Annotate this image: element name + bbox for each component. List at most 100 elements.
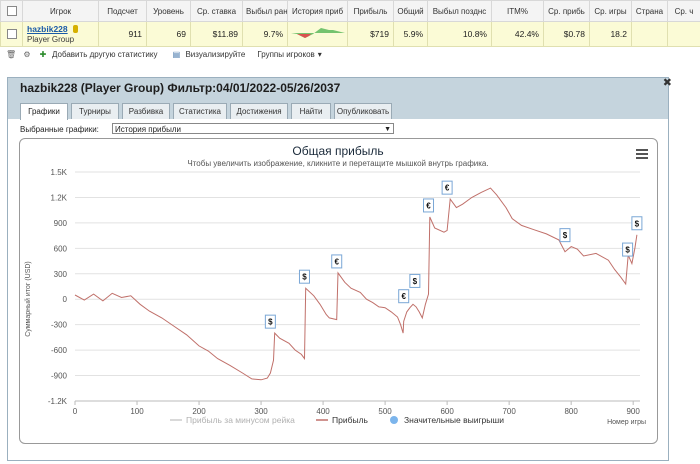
legend-item[interactable]: Прибыль за минусом рейка	[170, 415, 295, 425]
profit-chart-container[interactable]: Общая прибыль Чтобы увеличить изображени…	[19, 138, 658, 444]
y-tick-label: -1.2K	[48, 397, 68, 406]
y-tick-label: 300	[54, 270, 68, 279]
chart-gridlines	[75, 171, 640, 402]
marker-box	[622, 242, 634, 257]
chart-legend: Прибыль за минусом рейка Прибыль Значитель…	[170, 415, 504, 425]
col-header-count[interactable]: Подсчет	[98, 0, 147, 22]
chart-select-label: Выбранные графики:	[20, 125, 99, 134]
big-win-marker[interactable]: $	[298, 269, 310, 284]
chevron-down-icon[interactable]: ▾	[317, 49, 322, 59]
tab-graphs[interactable]: Графики	[20, 103, 68, 120]
x-tick-label: 0	[73, 407, 78, 416]
player-groups-dropdown[interactable]: Группы игроков	[257, 49, 315, 59]
x-tick-label: 700	[502, 407, 516, 416]
select-all-column[interactable]	[0, 0, 23, 22]
legend-item[interactable]: Значительные выигрыши	[390, 415, 504, 425]
table-toolbar: 🗑 ⚙ ✚ Добавить другую статистику ▤ Визуа…	[0, 46, 700, 62]
col-header-avg-stake[interactable]: Ср. ставка	[190, 0, 243, 22]
col-header-profit[interactable]: Прибыль	[347, 0, 394, 22]
player-cell[interactable]: hazbik228 Player Group	[22, 21, 99, 47]
cell-late-out: 10.8%	[427, 21, 492, 47]
x-axis-ticks: 0 100 200 300 400 500 600 700 800 900	[73, 401, 640, 416]
y-tick-label: 600	[54, 244, 68, 253]
chart-select-row: Выбранные графики: История прибыли ▼	[20, 123, 394, 134]
marker-symbol: $	[302, 273, 307, 282]
col-header-avg-time[interactable]: Ср. ч	[667, 0, 700, 22]
row-select-cell[interactable]	[0, 21, 23, 47]
big-win-marker[interactable]: €	[331, 254, 343, 269]
marker-box	[298, 269, 310, 284]
panel-title: hazbik228 (Player Group) Фильтр:04/01/20…	[20, 81, 341, 95]
chart-select-dropdown[interactable]: История прибыли ▼	[112, 123, 394, 134]
panel-header: hazbik228 (Player Group) Фильтр:04/01/20…	[8, 77, 672, 101]
chart-title: Общая прибыль	[292, 144, 383, 158]
marker-box	[559, 228, 571, 243]
chart-menu-icon[interactable]	[636, 149, 648, 159]
chart-markers: $ $ € € $ € € $ $ $	[264, 180, 643, 329]
big-win-marker[interactable]: $	[264, 314, 276, 329]
tab-achievements[interactable]: Достижения	[230, 103, 288, 119]
x-tick-label: 400	[316, 407, 330, 416]
chart-subtitle: Чтобы увеличить изображение, кликните и …	[187, 159, 488, 168]
sparkline-chart	[290, 28, 345, 38]
cell-level: 69	[146, 21, 191, 47]
tab-find[interactable]: Найти	[291, 103, 331, 119]
tab-tournaments[interactable]: Турниры	[71, 103, 119, 119]
big-win-marker[interactable]: €	[398, 289, 410, 304]
marker-box	[631, 216, 643, 231]
legend-swatch	[390, 416, 398, 424]
chart-select-value: История прибыли	[115, 125, 181, 134]
chart-icon[interactable]: ▤	[172, 49, 181, 59]
profit-chart[interactable]: Общая прибыль Чтобы увеличить изображени…	[20, 139, 657, 443]
col-header-early-out[interactable]: Выбыл ран	[242, 0, 288, 22]
trash-icon[interactable]: 🗑	[6, 49, 17, 59]
y-tick-label: 0	[63, 295, 68, 304]
close-icon[interactable]: ✖	[662, 77, 672, 89]
cell-avg-games: 18.2	[589, 21, 632, 47]
big-win-marker[interactable]: $	[622, 242, 634, 257]
legend-item[interactable]: Прибыль	[316, 415, 369, 425]
col-header-avg-games[interactable]: Ср. игры	[589, 0, 632, 22]
col-header-late-out[interactable]: Выбыл позднс	[427, 0, 492, 22]
col-header-level[interactable]: Уровень	[146, 0, 191, 22]
col-header-player[interactable]: Игрок	[22, 0, 99, 22]
col-header-profit-history[interactable]: История приб	[287, 0, 348, 22]
x-tick-label: 600	[440, 407, 454, 416]
col-header-avg-profit[interactable]: Ср. прибь	[543, 0, 590, 22]
col-header-country[interactable]: Страна	[631, 0, 668, 22]
legend-label: Значительные выигрыши	[404, 415, 504, 425]
marker-symbol: €	[401, 292, 406, 301]
big-win-marker[interactable]: €	[423, 198, 435, 213]
add-stats-icon[interactable]: ✚	[39, 49, 47, 59]
x-tick-label: 100	[130, 407, 144, 416]
cell-avg-stake: $11.89	[190, 21, 243, 47]
x-axis-label: Номер игры	[607, 419, 646, 426]
tab-publish[interactable]: Опубликовать	[334, 103, 392, 119]
cell-profit-history-sparkline	[287, 21, 348, 47]
cell-count: 911	[98, 21, 147, 47]
player-name-link[interactable]: hazbik228	[27, 23, 68, 34]
select-all-checkbox[interactable]	[6, 6, 17, 16]
settings-icon[interactable]: ⚙	[23, 49, 31, 59]
marker-symbol: $	[635, 219, 640, 228]
cell-total: 5.9%	[393, 21, 428, 47]
marker-box	[398, 289, 410, 304]
big-win-marker[interactable]: $	[559, 228, 571, 243]
marker-box	[423, 198, 435, 213]
tab-breakdown[interactable]: Разбивка	[122, 103, 170, 119]
col-header-itm[interactable]: ITM%	[491, 0, 544, 22]
add-stats-link[interactable]: Добавить другую статистику	[52, 49, 158, 59]
row-checkbox[interactable]	[6, 29, 17, 40]
marker-symbol: €	[426, 201, 431, 210]
visualize-link[interactable]: Визуализируйте	[185, 49, 246, 59]
table-row[interactable]: hazbik228 Player Group 911 69 $11.89 9.7…	[0, 21, 700, 47]
col-header-total[interactable]: Общий	[393, 0, 428, 22]
y-tick-label: -300	[51, 321, 68, 330]
marker-symbol: $	[268, 318, 273, 327]
tab-statistics[interactable]: Статистика	[173, 103, 227, 119]
big-win-marker[interactable]: $	[409, 273, 421, 288]
cell-avg-time	[667, 21, 700, 47]
player-graph-panel: hazbik228 (Player Group) Фильтр:04/01/20…	[7, 77, 672, 461]
big-win-marker[interactable]: €	[441, 180, 453, 195]
big-win-marker[interactable]: $	[631, 216, 643, 231]
